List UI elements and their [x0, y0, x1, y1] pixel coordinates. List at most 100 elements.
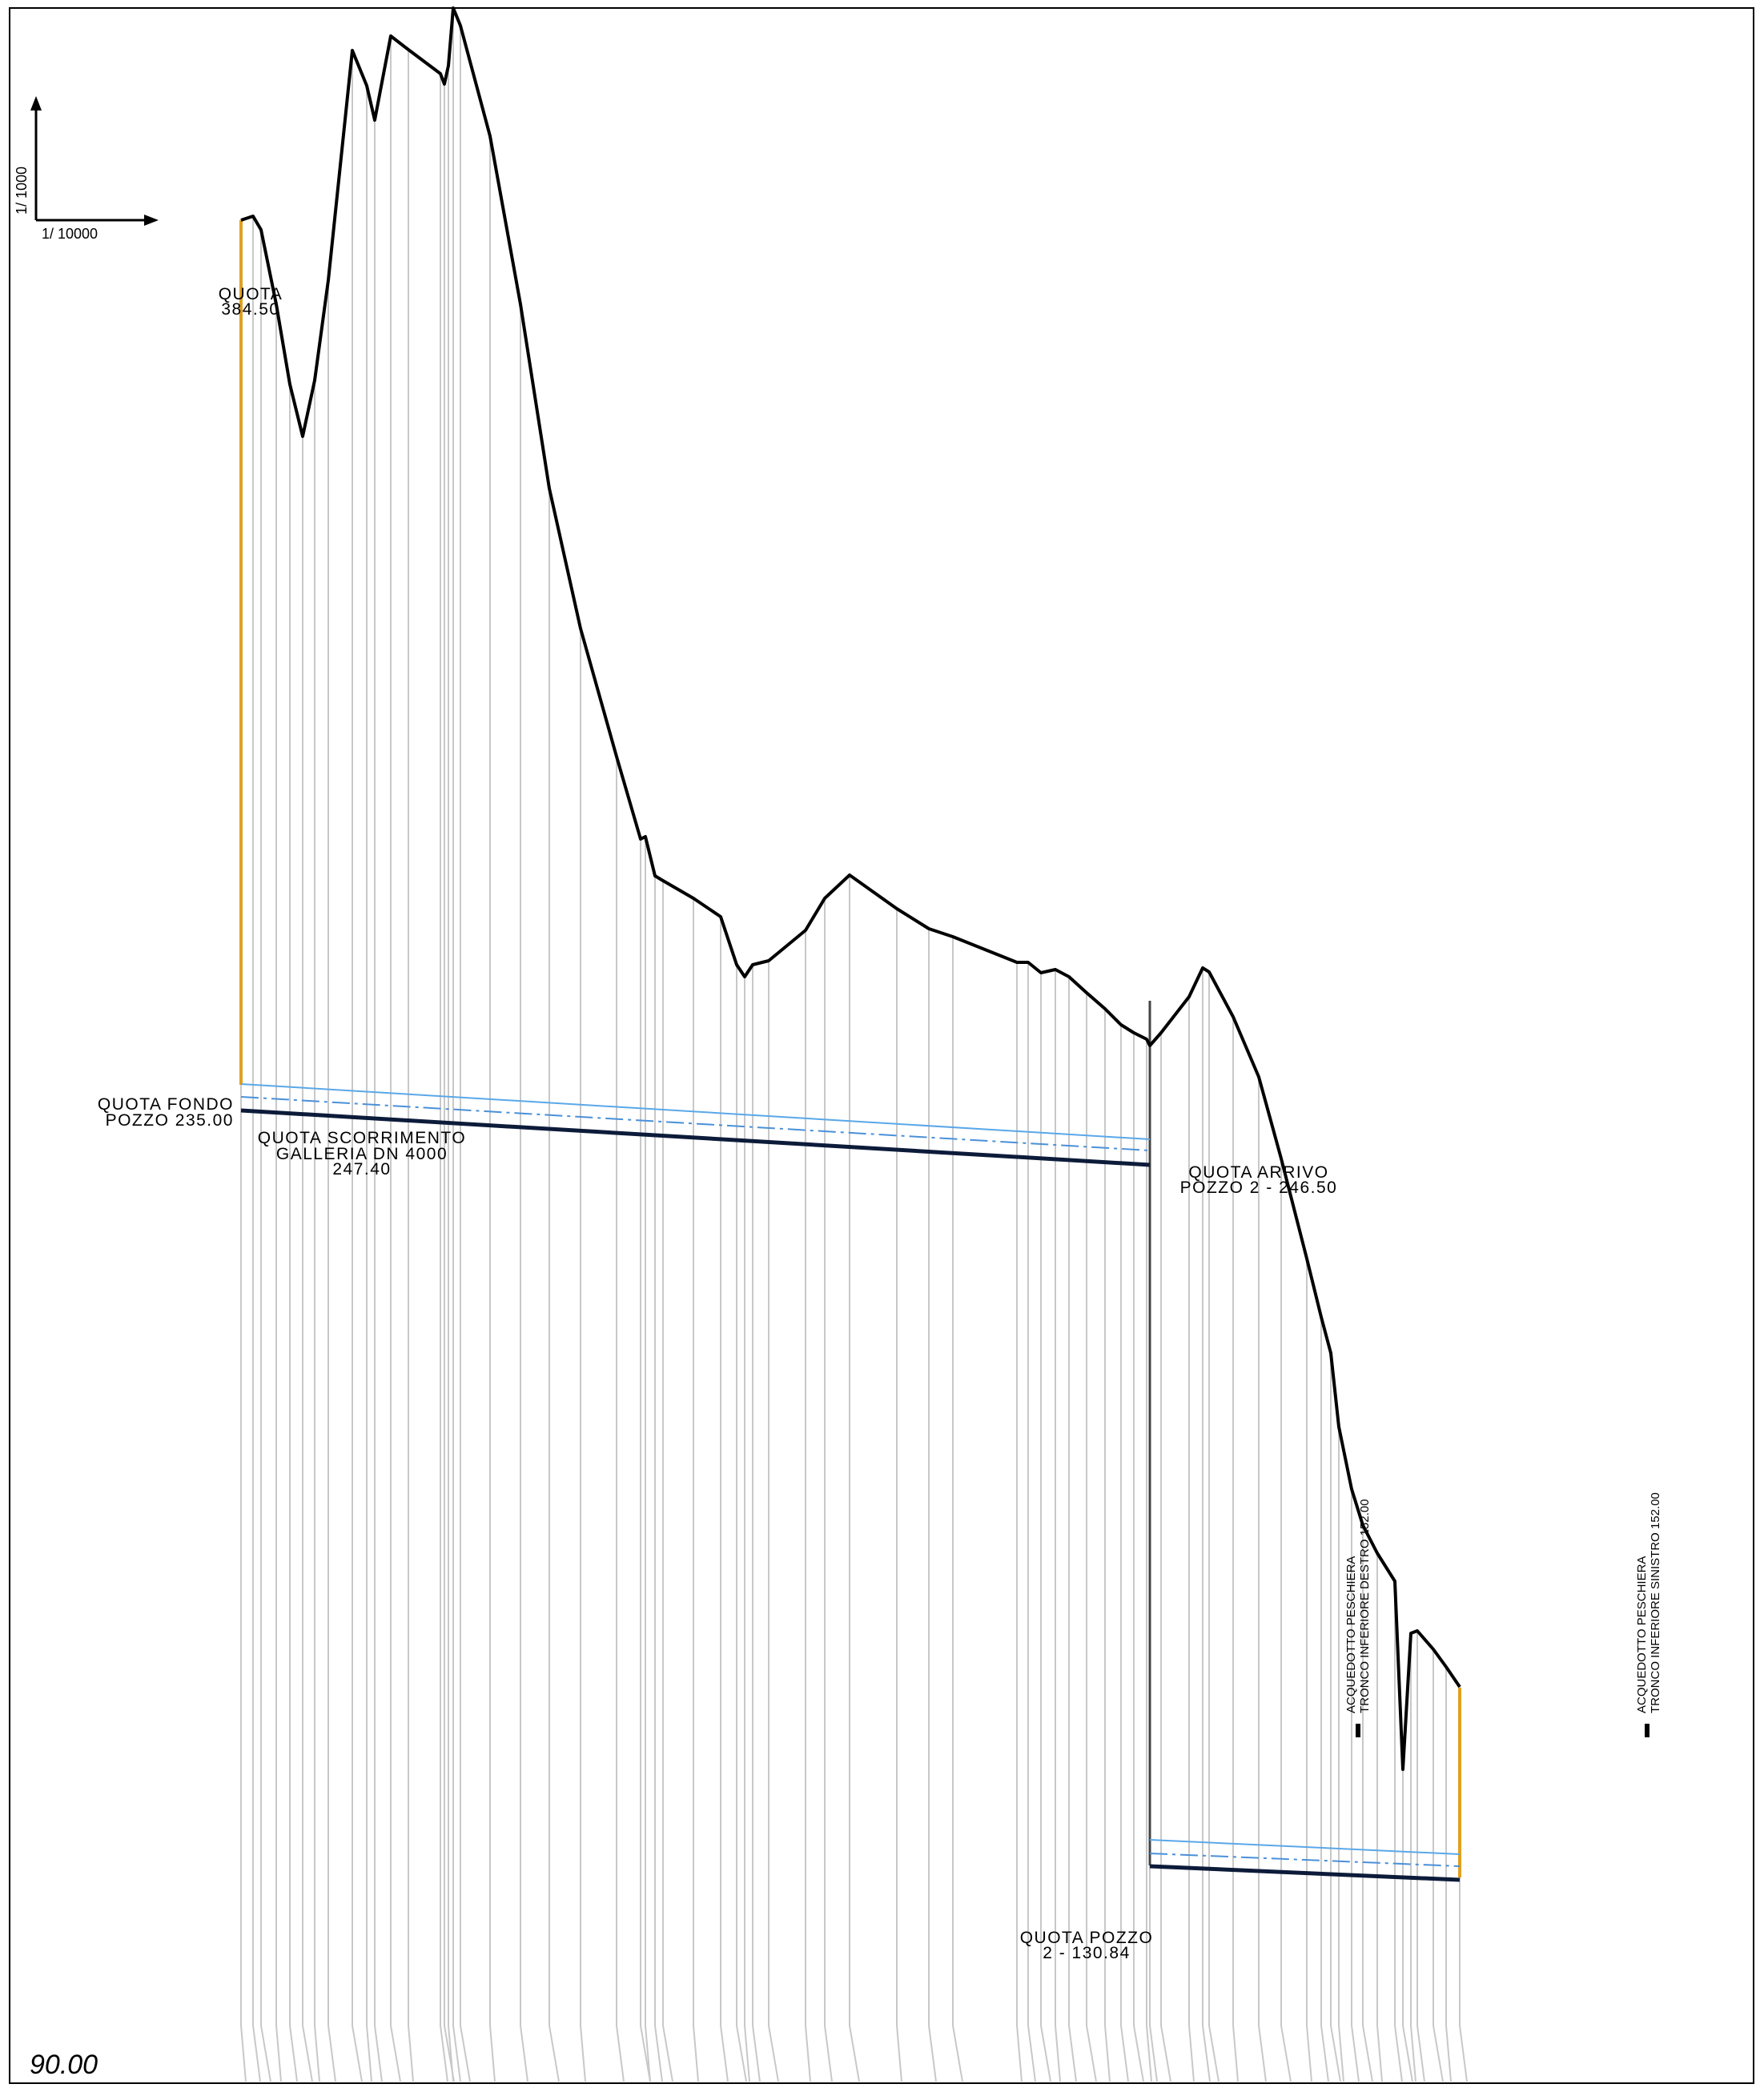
station-tick: [1306, 2025, 1312, 2082]
station-tick: [580, 2025, 586, 2082]
station-tick: [1188, 2025, 1195, 2082]
scale-indicator: 1/ 1000 1/ 10000: [14, 96, 159, 242]
horizontal-scale-text: 1/ 10000: [42, 226, 98, 242]
station-tick: [654, 2025, 663, 2082]
station-tick: [1362, 2025, 1373, 2082]
acquedotto-sinistro-label: ACQUEDOTTO PESCHIERA TRONCO INFERIORE SI…: [1635, 1492, 1662, 1737]
svg-text:2 - 130.84: 2 - 130.84: [1043, 1944, 1131, 1962]
station-tick: [1027, 2025, 1036, 2082]
station-tick: [1280, 2025, 1292, 2082]
station-tick: [374, 2025, 383, 2082]
station-tick: [1232, 2025, 1239, 2082]
station-tick: [366, 2025, 372, 2082]
station-tick: [752, 2025, 761, 2082]
station-tick: [1394, 2025, 1403, 2082]
svg-text:GALLERIA DN 4000: GALLERIA DN 4000: [276, 1145, 448, 1163]
svg-text:POZZO 2 - 246.50: POZZO 2 - 246.50: [1180, 1179, 1338, 1197]
station-tick: [1104, 2025, 1111, 2082]
station-tick: [662, 2025, 673, 2082]
vertical-scale-text: 1/ 1000: [14, 167, 30, 215]
svg-text:ACQUEDOTTO PESCHIERA: ACQUEDOTTO PESCHIERA: [1635, 1556, 1649, 1713]
station-tick: [896, 2025, 902, 2082]
station-tick: [645, 2025, 651, 2082]
station-tick: [693, 2025, 699, 2082]
station-tick: [460, 2025, 471, 2082]
station-tick: [1416, 2025, 1425, 2082]
station-tick: [1338, 2025, 1344, 2082]
station-tick: [1040, 2025, 1051, 2082]
station-tick: [1016, 2025, 1023, 2082]
station-tick: [327, 2025, 336, 2082]
station-tick: [408, 2025, 414, 2082]
svg-text:QUOTA FONDO: QUOTA FONDO: [98, 1095, 234, 1114]
station-tick: [768, 2025, 779, 2082]
station-tick: [720, 2025, 729, 2082]
station-tick: [275, 2025, 282, 2082]
station-tick: [1133, 2025, 1144, 2082]
station-tick: [1055, 2025, 1061, 2082]
acquedotto-destro-label: ACQUEDOTTO PESCHIERA TRONCO INFERIORE DE…: [1344, 1499, 1372, 1737]
svg-text:QUOTA ARRIVO: QUOTA ARRIVO: [1188, 1163, 1328, 1182]
station-tick: [1068, 2025, 1077, 2082]
svg-text:ACQUEDOTTO PESCHIERA: ACQUEDOTTO PESCHIERA: [1344, 1556, 1358, 1713]
station-tick: [952, 2025, 963, 2082]
fondo-pozzo-label: QUOTA FONDO POZZO 235.00: [98, 1095, 234, 1130]
station-tick: [440, 2025, 448, 2082]
arrow-right-icon: [144, 215, 159, 226]
svg-text:QUOTA SCORRIMENTO: QUOTA SCORRIMENTO: [258, 1129, 466, 1147]
station-tick: [390, 2025, 401, 2082]
station-tick: [1160, 2025, 1171, 2082]
station-tick: [520, 2025, 528, 2082]
svg-text:247.40: 247.40: [332, 1160, 391, 1179]
station-tick: [489, 2025, 496, 2082]
station-tick: [289, 2025, 298, 2082]
station-tick: [1208, 2025, 1220, 2082]
station-tick: [1120, 2025, 1129, 2082]
station-tick: [240, 2025, 247, 2082]
station-tick: [1086, 2025, 1097, 2082]
svg-text:TRONCO INFERIORE DESTRO 152.00: TRONCO INFERIORE DESTRO 152.00: [1358, 1499, 1372, 1713]
station-tick: [616, 2025, 625, 2082]
scorrimento-label: QUOTA SCORRIMENTO GALLERIA DN 4000 247.4…: [258, 1129, 466, 1179]
station-tick: [1330, 2025, 1341, 2082]
pozzo2-label: QUOTA POZZO 2 - 130.84: [1020, 1929, 1154, 1962]
station-tick: [1376, 2025, 1383, 2082]
quota-top-label: QUOTA 384.50: [219, 285, 283, 319]
station-tick: [1432, 2025, 1444, 2082]
acquedotto-sinistro-marker: [1645, 1724, 1649, 1737]
station-tick: [1149, 2025, 1158, 2082]
terrain-profile-line: [240, 6, 1461, 1771]
station-tick: [849, 2025, 860, 2082]
station-tick: [1146, 2025, 1152, 2082]
station-tick: [824, 2025, 833, 2082]
station-tick: [252, 2025, 261, 2082]
svg-text:384.50: 384.50: [221, 300, 279, 319]
svg-text:TRONCO INFERIORE SINISTRO 152.: TRONCO INFERIORE SINISTRO 152.00: [1649, 1492, 1662, 1713]
station-tick: [1402, 2025, 1413, 2082]
arrivo-pozzo2-label: QUOTA ARRIVO POZZO 2 - 246.50: [1180, 1163, 1338, 1197]
station-tick: [805, 2025, 811, 2082]
station-tick: [302, 2025, 313, 2082]
svg-text:POZZO 235.00: POZZO 235.00: [106, 1111, 234, 1130]
station-tick: [1459, 2025, 1468, 2082]
arrow-up-icon: [30, 96, 42, 110]
svg-text:QUOTA: QUOTA: [219, 285, 283, 303]
tunnel-segment-1: [240, 1083, 1151, 1167]
station-tick: [352, 2025, 363, 2082]
datum-elevation: 90.00: [30, 2050, 98, 2080]
station-tick: [448, 2025, 454, 2082]
acquedotto-destro-marker: [1356, 1724, 1360, 1737]
station-tick: [736, 2025, 747, 2082]
station-lines: [240, 8, 1468, 2082]
drawing-frame: [9, 7, 1754, 2084]
tunnel-segment-2: [1149, 1839, 1461, 1882]
station-tick: [260, 2025, 271, 2082]
station-tick: [314, 2025, 320, 2082]
svg-text:QUOTA POZZO: QUOTA POZZO: [1020, 1929, 1154, 1947]
station-tick: [1351, 2025, 1360, 2082]
station-tick: [1202, 2025, 1211, 2082]
station-tick: [1445, 2025, 1452, 2082]
station-tick: [1410, 2025, 1416, 2082]
station-tick: [1320, 2025, 1329, 2082]
